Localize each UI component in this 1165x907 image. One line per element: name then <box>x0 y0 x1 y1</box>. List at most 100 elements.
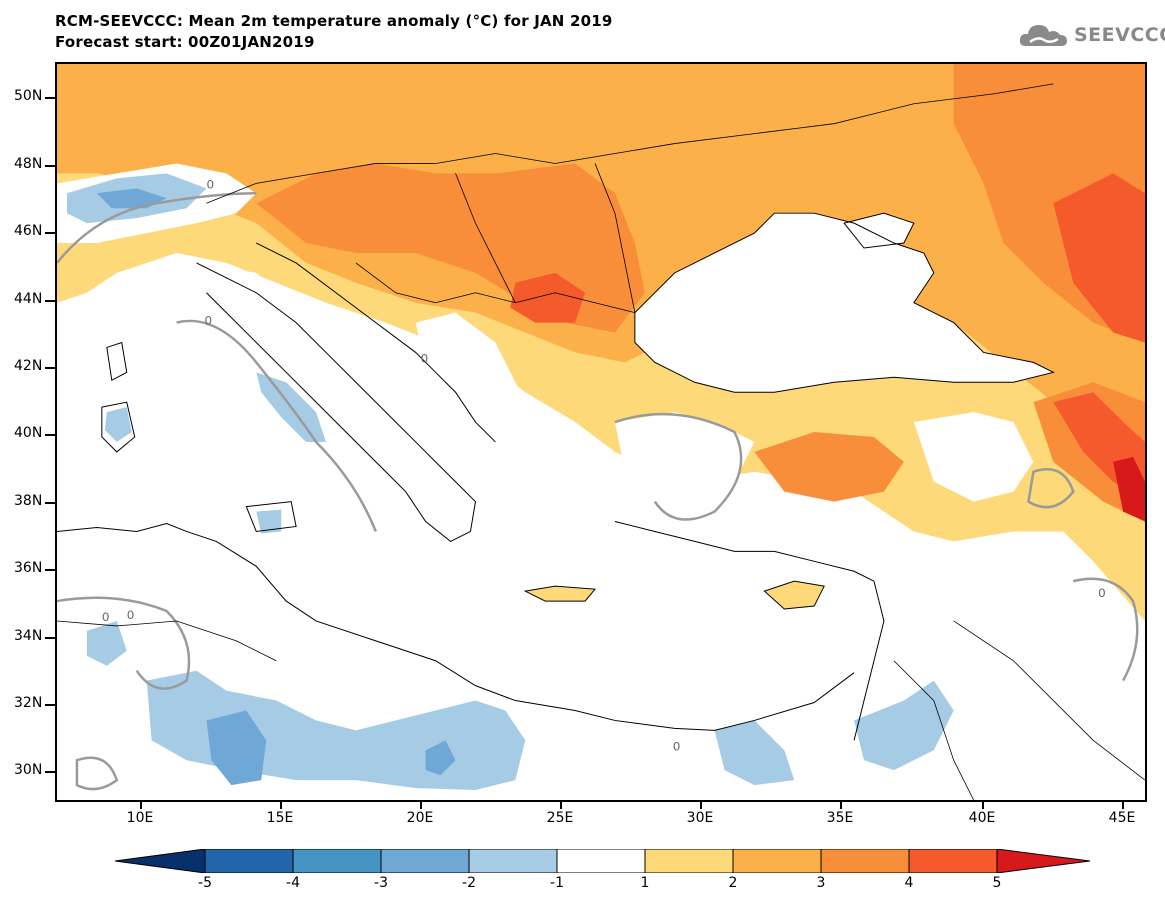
border <box>953 620 1145 781</box>
lat-label-30n: 30N <box>14 762 43 778</box>
colorbar-label: -2 <box>462 875 476 891</box>
zero-contour <box>57 596 191 690</box>
anomaly-minus-2-libya <box>206 710 267 786</box>
logo-text: SEEVCCC <box>1074 24 1165 46</box>
lon-tick <box>140 801 142 809</box>
colorbar-segment <box>292 849 382 873</box>
lon-label-25e: 25E <box>546 810 574 826</box>
coastline-crete <box>523 585 597 602</box>
anomaly-5-plus <box>1113 456 1145 522</box>
italy-white <box>196 262 496 562</box>
contour-label: 0 <box>204 314 212 328</box>
coastline-black-sea <box>634 212 1055 393</box>
lon-tick <box>840 801 842 809</box>
lon-label-35e: 35E <box>826 810 854 826</box>
map-canvas: 0 0 0 0 0 0 0 <box>57 64 1145 800</box>
zero-contour <box>1072 577 1139 682</box>
anomaly-minus-1-arabia <box>854 680 954 771</box>
lat-tick <box>45 97 55 99</box>
lon-label-45e: 45E <box>1108 810 1136 826</box>
coastline-sardinia <box>101 401 136 453</box>
lon-label-30e: 30E <box>686 810 714 826</box>
anomaly-3-4-anatolia <box>754 432 904 502</box>
lat-tick <box>45 367 55 369</box>
lon-tick <box>982 801 984 809</box>
colorbar-label: -5 <box>198 875 212 891</box>
lat-label-34n: 34N <box>14 628 43 644</box>
contour-label: 0 <box>1098 586 1106 600</box>
colorbar-label: 2 <box>728 875 738 891</box>
lon-tick <box>700 801 702 809</box>
colorbar-segment <box>820 849 910 873</box>
cloud-icon <box>1019 25 1067 46</box>
coastline-cyprus <box>763 580 825 610</box>
lat-label-46n: 46N <box>14 223 43 239</box>
coastline-adriatic <box>256 242 496 443</box>
coastline-levant <box>853 581 885 741</box>
lon-tick <box>1122 801 1124 809</box>
border <box>57 620 277 662</box>
zero-contour <box>1027 468 1075 509</box>
lat-tick <box>45 771 55 773</box>
lat-label-50n: 50N <box>14 88 43 104</box>
colorbar-label: 1 <box>640 875 650 891</box>
colorbar-segment <box>644 849 734 873</box>
lon-tick <box>420 801 422 809</box>
lat-label-38n: 38N <box>14 493 43 509</box>
contour-label: 0 <box>673 739 681 753</box>
coastline-italy <box>196 262 476 542</box>
anomaly-map: 0 0 0 0 0 0 0 <box>55 62 1147 802</box>
anomaly-minus-1-libya <box>146 670 526 791</box>
lat-tick <box>45 165 55 167</box>
lat-tick <box>45 434 55 436</box>
lon-tick <box>560 801 562 809</box>
colorbar-label: -4 <box>286 875 300 891</box>
border <box>893 660 974 800</box>
colorbar-segment-below-minus-5 <box>115 849 206 873</box>
contour-label: 0 <box>421 351 429 365</box>
colorbar-segment <box>468 849 558 873</box>
lon-label-40e: 40E <box>968 810 996 826</box>
colorbar <box>115 849 1090 873</box>
anomaly-4-5 <box>1053 173 1145 343</box>
coastline-anatolia <box>614 521 875 582</box>
lat-tick <box>45 569 55 571</box>
lat-label-36n: 36N <box>14 560 43 576</box>
lat-label-44n: 44N <box>14 291 43 307</box>
coastline-corsica <box>106 341 128 382</box>
seevccc-logo: SEEVCCC <box>1018 20 1165 50</box>
lat-tick <box>45 300 55 302</box>
colorbar-segment-above-5 <box>996 849 1090 873</box>
border <box>455 173 516 303</box>
anomaly-4-5-romania <box>510 272 586 323</box>
zero-contour <box>75 756 119 791</box>
lon-tick <box>280 801 282 809</box>
map-title: RCM-SEEVCCC: Mean 2m temperature anomaly… <box>55 12 613 30</box>
colorbar-label: 5 <box>992 875 1002 891</box>
lat-tick <box>45 704 55 706</box>
contour-label: 0 <box>127 608 135 622</box>
black-sea <box>634 213 1054 393</box>
coastline <box>57 522 855 731</box>
contour-label: 0 <box>102 610 110 624</box>
colorbar-label: 4 <box>904 875 914 891</box>
lat-tick <box>45 637 55 639</box>
lon-label-20e: 20E <box>406 810 434 826</box>
colorbar-segment <box>204 849 294 873</box>
anomaly-minus-2-libya-east <box>425 740 456 776</box>
anomaly-minus-1-sardinia <box>104 407 132 442</box>
map-subtitle: Forecast start: 00Z01JAN2019 <box>55 33 315 51</box>
zero-contour <box>614 412 743 521</box>
lat-label-42n: 42N <box>14 358 43 374</box>
lon-label-10e: 10E <box>126 810 154 826</box>
colorbar-segment <box>908 849 998 873</box>
border <box>355 262 635 314</box>
colorbar-segment <box>732 849 822 873</box>
colorbar-label: -3 <box>374 875 388 891</box>
colorbar-label: 3 <box>816 875 826 891</box>
greece-white <box>415 312 536 482</box>
lat-label-32n: 32N <box>14 695 43 711</box>
anomaly-minus-1-egypt <box>714 720 795 786</box>
colorbar-segment <box>380 849 470 873</box>
border <box>206 83 1054 204</box>
